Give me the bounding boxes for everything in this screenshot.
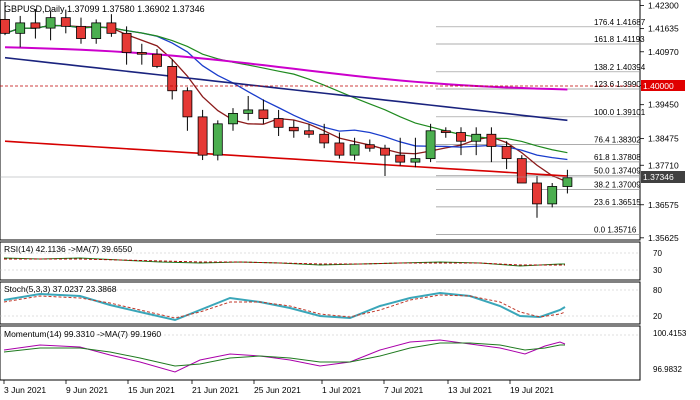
fib-label: 123.6 1.39900	[594, 80, 646, 89]
stoch-tick-80: 80	[653, 286, 662, 295]
candle-bearish	[334, 142, 345, 156]
fib-label: 50.0 1.37409	[594, 167, 641, 176]
ma-100-line	[4, 56, 568, 122]
current-price-tag	[641, 171, 685, 183]
candlesticks	[0, 2, 573, 218]
candle-bearish	[258, 109, 269, 120]
candle-bearish	[380, 147, 390, 156]
fib-label: 138.2 1.40394	[594, 63, 646, 72]
candle-bullish	[91, 22, 102, 39]
candle-bullish	[471, 133, 482, 142]
momentum-line	[3, 339, 566, 373]
rsi-panel[interactable]	[0, 241, 641, 281]
candle-bearish	[501, 146, 512, 160]
candle-bullish	[243, 109, 254, 114]
fibonacci-levels: 176.4 1.41687 161.8 1.41193 138.2 1.40394 1…	[436, 18, 646, 236]
candle-bearish	[0, 19, 10, 34]
candle-bearish	[364, 144, 375, 149]
candle-bearish	[395, 154, 406, 163]
fib-label: 100.0 1.39101	[594, 108, 646, 117]
candle-bearish	[532, 182, 542, 205]
candle-bullish	[228, 112, 238, 125]
candle-bearish	[136, 52, 147, 55]
ma-55-line	[4, 46, 568, 91]
stoch-k-line	[3, 291, 566, 322]
price-label: 1.38475	[648, 134, 679, 144]
rsi-header: RSI(14) 42.1136 ->MA(7) 39.6550	[4, 244, 132, 254]
candle-bearish	[304, 130, 314, 135]
candle-bullish	[212, 123, 223, 156]
price-label: 1.36575	[648, 200, 679, 210]
time-label: 3 Jun 2021	[4, 385, 46, 395]
momentum-tick-low: 96.9832	[653, 365, 682, 374]
candle-bearish	[121, 32, 132, 53]
candle-bearish	[516, 158, 527, 184]
price-label: 1.40970	[648, 47, 679, 57]
candle-bearish	[76, 25, 86, 39]
stoch-header: Stoch(5,3,3) 37.0237 23.3868	[4, 284, 117, 294]
fib-label: 161.8 1.41193	[594, 35, 645, 44]
candle-bearish	[288, 126, 299, 132]
main-header: GBPUSD,Daily 1.37099 1.37580 1.36902 1.3…	[4, 4, 205, 14]
time-label: 9 Jun 2021	[66, 385, 108, 395]
price-label: 1.39450	[648, 100, 679, 110]
stoch-tick-20: 20	[653, 312, 662, 321]
momentum-tick-high: 100.4153	[653, 329, 687, 338]
level-tag	[641, 80, 685, 91]
time-label: 25 Jun 2021	[254, 385, 301, 395]
fib-label: 76.4 1.38302	[594, 136, 641, 145]
time-label: 7 Jul 2021	[384, 385, 423, 395]
price-label: 1.41635	[648, 24, 679, 34]
candle-bullish	[45, 17, 56, 29]
time-label: 19 Jul 2021	[510, 385, 554, 395]
current-price-label: 1.37346	[643, 172, 674, 182]
candle-bearish	[440, 130, 451, 133]
candle-bearish	[456, 132, 466, 142]
time-label: 13 Jul 2021	[448, 385, 492, 395]
time-label: 21 Jun 2021	[192, 385, 239, 395]
time-label: 15 Jun 2021	[128, 385, 175, 395]
price-label: 1.37710	[648, 160, 679, 170]
candle-bullish	[349, 144, 360, 156]
candle-bearish	[167, 65, 178, 92]
candle-bullish	[562, 177, 573, 187]
candle-bearish	[60, 17, 71, 27]
candle-bearish	[152, 53, 162, 67]
fib-label: 0.0 1.35716	[594, 226, 637, 235]
fib-label: 61.8 1.37808	[594, 153, 641, 162]
rsi-tick-30: 30	[653, 266, 662, 275]
fib-label: 23.6 1.36515	[594, 198, 641, 207]
ma-200-line	[4, 140, 568, 177]
candle-bearish	[319, 133, 330, 144]
rsi-ma-line	[4, 258, 565, 266]
momentum-ma-line	[3, 342, 565, 367]
time-label: 1 Jul 2021	[322, 385, 361, 395]
fib-label: 38.2 1.37009	[594, 181, 641, 190]
candle-bearish	[273, 118, 284, 128]
time-axis: 3 Jun 2021 9 Jun 2021 15 Jun 2021 21 Jun 20…	[3, 380, 554, 395]
candle-bearish	[182, 90, 193, 118]
momentum-header: Momentum(14) 99.3310 ->MA(7) 99.1960	[4, 329, 161, 339]
rsi-tick-70: 70	[653, 249, 662, 258]
price-axis: 1.42300 1.41635 1.40970 1.40000 1.39450 1.384…	[640, 0, 679, 243]
candle-bearish	[197, 116, 208, 156]
price-label: 1.35625	[648, 233, 679, 243]
candle-bearish	[486, 133, 497, 147]
level-tag-label: 1.40000	[643, 81, 674, 91]
candle-bearish	[106, 22, 117, 34]
candle-bullish	[15, 22, 26, 34]
stoch-d-line	[3, 294, 566, 319]
fib-label: 176.4 1.41687	[594, 18, 646, 27]
candle-bearish	[30, 22, 41, 29]
candle-bullish	[547, 186, 558, 205]
candle-bullish	[425, 130, 436, 160]
candle-bullish	[410, 158, 421, 163]
price-label: 1.42300	[648, 0, 679, 10]
